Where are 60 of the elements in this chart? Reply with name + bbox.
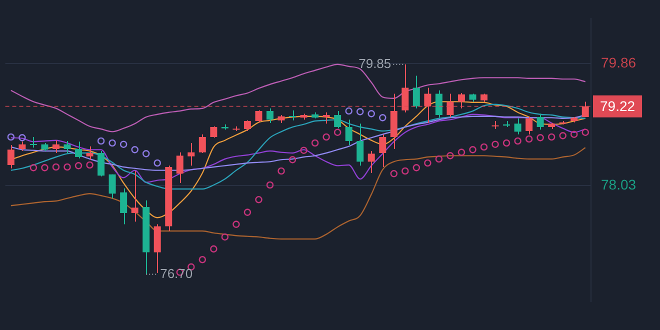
point bbox=[244, 208, 252, 216]
point bbox=[378, 114, 386, 122]
point bbox=[502, 139, 510, 147]
point bbox=[548, 133, 556, 141]
point bbox=[30, 164, 38, 172]
point bbox=[402, 167, 409, 175]
point bbox=[536, 134, 544, 142]
candlestick bbox=[86, 146, 94, 160]
point bbox=[18, 134, 26, 142]
point bbox=[255, 196, 262, 204]
point bbox=[514, 137, 522, 145]
line-series bbox=[10, 104, 586, 190]
point bbox=[446, 152, 454, 160]
point bbox=[492, 140, 499, 148]
point bbox=[108, 139, 116, 147]
point bbox=[221, 233, 229, 241]
point bbox=[582, 128, 590, 136]
point bbox=[120, 140, 128, 148]
point bbox=[458, 148, 466, 156]
point bbox=[198, 256, 206, 264]
point bbox=[86, 161, 94, 169]
ref-line-label: 79.22 bbox=[600, 98, 636, 114]
point bbox=[41, 164, 48, 172]
point bbox=[469, 146, 476, 154]
point bbox=[210, 245, 218, 253]
point bbox=[266, 181, 274, 189]
point bbox=[288, 156, 296, 164]
point bbox=[154, 159, 162, 167]
y-tick-label: 79.86 bbox=[601, 54, 636, 71]
point bbox=[64, 163, 71, 171]
point bbox=[480, 143, 488, 151]
point bbox=[52, 163, 60, 171]
point bbox=[356, 108, 364, 116]
point bbox=[142, 150, 150, 158]
line-series bbox=[10, 147, 586, 240]
point bbox=[278, 167, 285, 175]
candlestick bbox=[548, 122, 556, 130]
point bbox=[559, 132, 566, 140]
point bbox=[97, 137, 105, 145]
point bbox=[525, 135, 533, 143]
point bbox=[74, 162, 82, 170]
point bbox=[412, 164, 420, 172]
point bbox=[390, 170, 398, 178]
point bbox=[311, 139, 319, 147]
candlestick bbox=[221, 124, 228, 130]
point bbox=[322, 133, 330, 141]
candlestick bbox=[570, 116, 578, 123]
point bbox=[300, 146, 308, 154]
y-tick-label: 78.03 bbox=[601, 176, 636, 193]
point bbox=[131, 146, 138, 154]
point bbox=[7, 133, 15, 141]
point bbox=[345, 107, 352, 115]
point bbox=[368, 110, 376, 118]
point bbox=[334, 128, 342, 136]
point bbox=[232, 220, 240, 228]
annotation: 79.85 bbox=[358, 56, 392, 71]
point bbox=[424, 159, 432, 167]
point bbox=[570, 130, 578, 138]
annotation: 76.70 bbox=[160, 266, 193, 281]
point bbox=[435, 155, 443, 163]
